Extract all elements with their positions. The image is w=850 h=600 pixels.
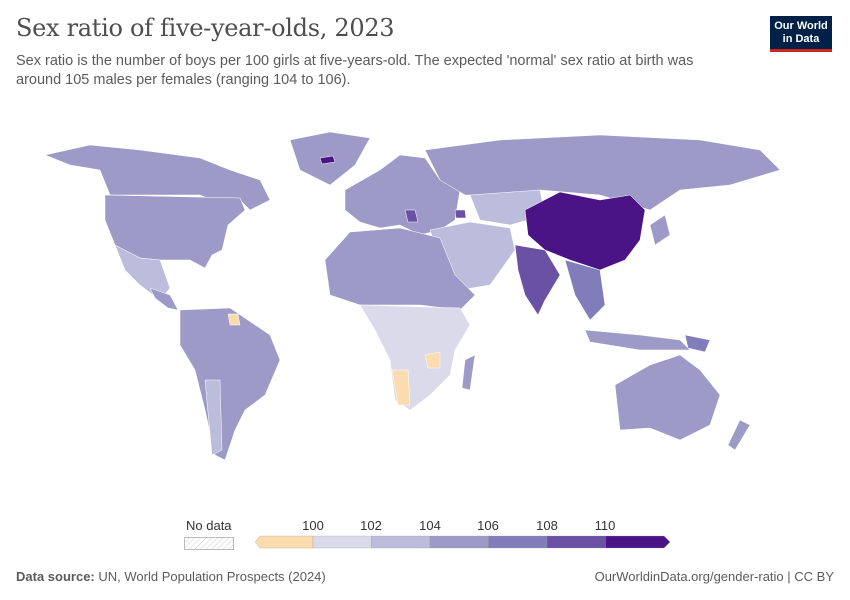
legend-no-data-label: No data — [186, 518, 232, 533]
legend-bin-108-110[interactable] — [546, 535, 606, 549]
chart-title: Sex ratio of five-year-olds, 2023 — [16, 14, 395, 42]
legend-tick-104: 104 — [419, 518, 441, 533]
source-label: Data source: — [16, 569, 95, 584]
footer-link[interactable]: OurWorldinData.org/gender-ratio | CC BY — [594, 569, 834, 584]
legend-tick-100: 100 — [302, 518, 324, 533]
region-chile-argentina[interactable] — [204, 379, 223, 456]
logo-line-1: Our World — [774, 20, 828, 32]
region-north-africa[interactable] — [324, 227, 476, 311]
region-balkans-caucasus[interactable] — [404, 209, 467, 223]
world-map[interactable] — [0, 110, 850, 510]
region-iceland[interactable] — [319, 155, 336, 165]
legend-color-bar — [254, 535, 671, 549]
legend-no-data-swatch — [184, 537, 234, 550]
legend-tick-110: 110 — [594, 518, 616, 533]
logo-line-2: in Data — [782, 33, 820, 45]
region-central-africa[interactable] — [359, 304, 471, 411]
legend-bin-<100[interactable] — [254, 535, 314, 549]
legend-tick-102: 102 — [360, 518, 382, 533]
region-central-america[interactable] — [149, 287, 179, 311]
legend-bin->110[interactable] — [605, 535, 671, 549]
region-india[interactable] — [514, 244, 561, 316]
legend-bin-104-106[interactable] — [429, 535, 489, 549]
legend-bin-106-108[interactable] — [488, 535, 548, 549]
legend-bin-100-102[interactable] — [312, 535, 372, 549]
region-new-zealand[interactable] — [727, 419, 751, 451]
region-namibia-zimbabwe[interactable] — [391, 351, 441, 406]
region-southeast-asia[interactable] — [564, 259, 606, 321]
legend-tick-106: 106 — [477, 518, 499, 533]
region-europe[interactable] — [344, 154, 461, 236]
region-alaska-canada[interactable] — [44, 144, 271, 211]
region-guyana[interactable] — [227, 313, 241, 326]
source-text: UN, World Population Prospects (2024) — [98, 569, 326, 584]
region-south-america[interactable] — [179, 307, 281, 461]
footer-source: Data source: UN, World Population Prospe… — [16, 569, 326, 584]
region-australia[interactable] — [614, 354, 721, 441]
legend-tick-108: 108 — [536, 518, 558, 533]
region-madagascar[interactable] — [461, 354, 476, 391]
owid-logo[interactable]: Our World in Data — [770, 16, 832, 52]
region-indonesia[interactable] — [584, 329, 691, 351]
legend-bin-102-104[interactable] — [371, 535, 431, 549]
region-china[interactable] — [524, 191, 646, 271]
chart-subtitle: Sex ratio is the number of boys per 100 … — [16, 53, 694, 88]
region-png[interactable] — [684, 334, 711, 353]
region-japan-korea[interactable] — [649, 214, 671, 246]
